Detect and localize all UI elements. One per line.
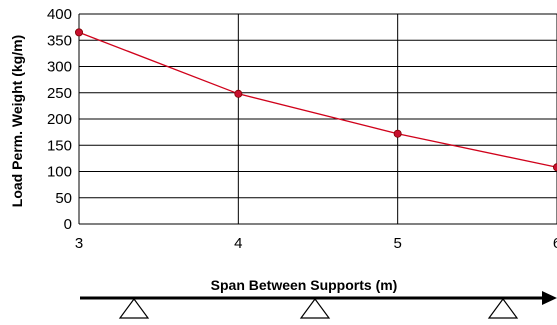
data-point [393, 129, 402, 138]
y-tick-label: 400 [47, 6, 72, 23]
x-axis-title: Span Between Supports (m) [211, 277, 398, 293]
y-tick-label: 250 [47, 85, 72, 102]
x-tick-label: 3 [75, 235, 83, 252]
x-tick-label: 4 [234, 235, 242, 252]
support-triangle-icon [299, 297, 331, 319]
y-tick-label: 100 [47, 164, 72, 181]
y-tick-label: 300 [47, 59, 72, 76]
y-axis-title: Load Perm. Weight (kg/m) [9, 35, 25, 207]
x-tick-label: 5 [393, 235, 401, 252]
y-tick-label: 0 [64, 216, 72, 233]
data-point [234, 89, 243, 98]
y-tick-label: 50 [55, 190, 72, 207]
y-tick-label: 350 [47, 32, 72, 49]
x-tick-label: 6 [553, 235, 557, 252]
support-triangle-icon [487, 297, 519, 319]
data-point [75, 28, 84, 37]
y-tick-label: 200 [47, 111, 72, 128]
data-point [553, 163, 557, 172]
y-tick-labels: 0 50 100 150 200 250 300 350 400 [47, 6, 72, 233]
x-tick-labels: 3 4 5 6 [75, 235, 557, 252]
support-triangle-icon [118, 297, 150, 319]
grid [78, 13, 557, 225]
beam-diagram [80, 291, 557, 319]
series [75, 28, 557, 172]
series-line [78, 31, 557, 168]
arrow-head-icon [542, 291, 557, 305]
y-tick-label: 150 [47, 137, 72, 154]
